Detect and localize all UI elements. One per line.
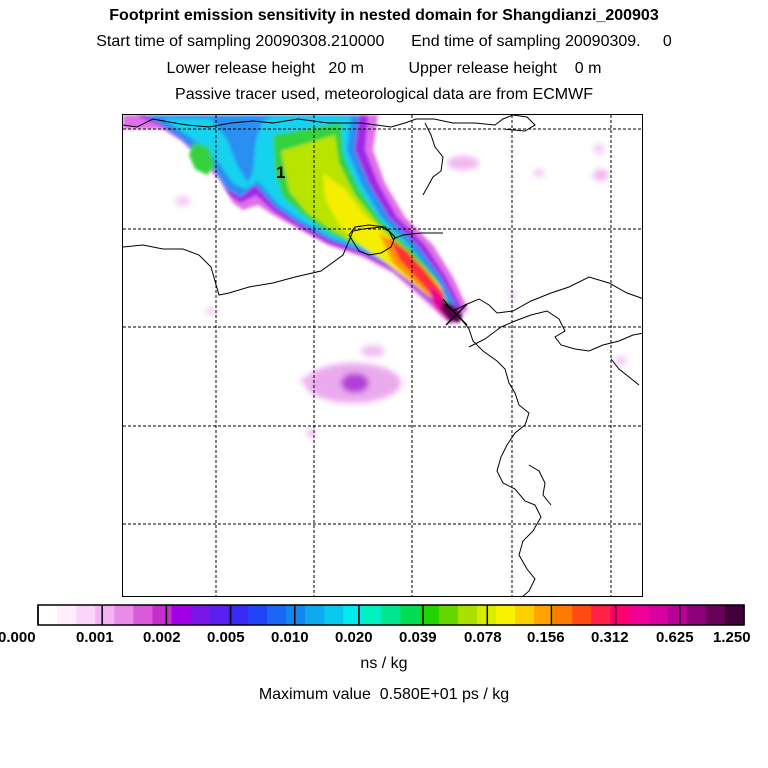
legend-swatch — [38, 605, 58, 625]
legend-swatch — [515, 605, 535, 625]
legend-tick-0: 0.000 — [0, 629, 36, 646]
tracer-info-line: Passive tracer used, meteorological data… — [175, 86, 593, 103]
legend-swatch — [610, 605, 631, 625]
legend-swatch — [266, 605, 287, 625]
legend-tick-2: 0.002 — [143, 629, 181, 646]
legend-swatch — [305, 605, 325, 625]
legend-swatch — [57, 605, 77, 625]
weak-sensitivity-blobs — [175, 144, 627, 438]
legend-swatch — [457, 605, 478, 625]
legend-swatch — [286, 605, 306, 625]
legend-swatch — [648, 605, 669, 625]
legend-swatch — [553, 605, 573, 625]
legend-swatch — [629, 605, 650, 625]
plot-title: Footprint emission sensitivity in nested… — [109, 7, 659, 24]
legend-swatch — [247, 605, 268, 625]
legend-swatch — [419, 605, 440, 625]
legend-swatch — [495, 605, 516, 625]
color-legend-bar — [37, 604, 745, 626]
legend-swatch — [667, 605, 688, 625]
legend-swatch — [95, 605, 115, 625]
plume-layers — [123, 115, 468, 325]
legend-swatch — [438, 605, 459, 625]
maximum-value-label: Maximum value 0.580E+01 ps / kg — [258, 686, 510, 703]
legend-tick-4: 0.010 — [271, 629, 309, 646]
footprint-map: 1 — [123, 115, 642, 596]
legend-swatch — [724, 605, 745, 625]
legend-swatch — [400, 605, 421, 625]
legend-swatch — [133, 605, 153, 625]
graticule — [123, 115, 642, 596]
contour-label: 1 — [276, 163, 285, 182]
legend-swatch — [686, 605, 707, 625]
legend-tick-1: 0.001 — [76, 629, 114, 646]
legend-tick-5: 0.020 — [335, 629, 373, 646]
legend-swatch — [228, 605, 249, 625]
legend-swatch — [76, 605, 96, 625]
legend-swatch — [324, 605, 344, 625]
legend-swatch — [381, 605, 402, 625]
legend-tick-8: 0.156 — [527, 629, 565, 646]
legend-tick-3: 0.005 — [207, 629, 245, 646]
release-height-line: Lower release height 20 m Upper release … — [166, 60, 602, 77]
legend-swatch — [190, 605, 211, 625]
legend-tick-10: 0.625 — [656, 629, 694, 646]
legend-unit: ns / kg — [360, 655, 408, 672]
legend-swatch — [705, 605, 726, 625]
legend-tick-11: 1.250 — [713, 629, 751, 646]
release-point-marker — [445, 303, 468, 326]
legend-swatch — [362, 605, 382, 625]
legend-swatch — [534, 605, 554, 625]
legend-tick-7: 0.078 — [464, 629, 502, 646]
plume-layer-red — [389, 237, 447, 305]
legend-swatch — [209, 605, 230, 625]
legend-swatch — [171, 605, 192, 625]
map-panel: 1 — [122, 114, 643, 597]
coastlines — [123, 115, 642, 596]
legend-swatch — [343, 605, 363, 625]
legend-tick-9: 0.312 — [591, 629, 629, 646]
sampling-time-line: Start time of sampling 20090308.210000 E… — [96, 33, 672, 50]
legend-swatch — [591, 605, 611, 625]
legend-border — [37, 604, 745, 626]
legend-swatch — [572, 605, 592, 625]
legend-swatch — [114, 605, 134, 625]
legend-swatch — [152, 605, 173, 625]
legend-tick-6: 0.039 — [399, 629, 437, 646]
